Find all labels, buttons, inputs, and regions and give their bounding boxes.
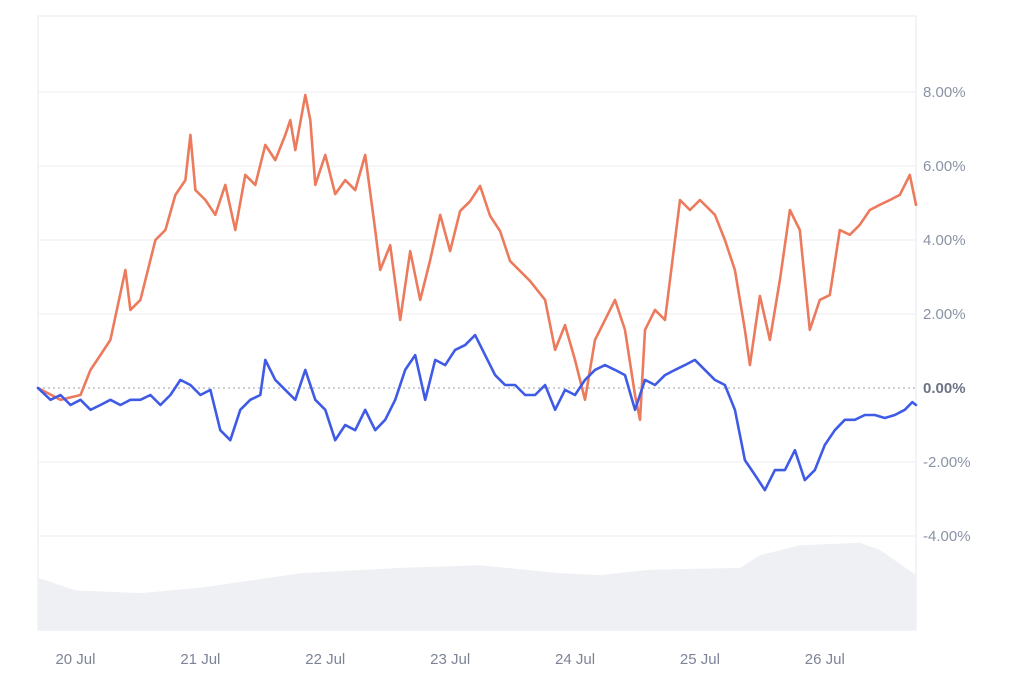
orange-series-line xyxy=(36,93,918,422)
x-tick-label: 22 Jul xyxy=(305,651,345,668)
series-lines xyxy=(36,93,918,492)
y-tick-label: 4.00% xyxy=(923,232,966,249)
x-tick-label: 26 Jul xyxy=(805,651,845,668)
volume-area xyxy=(38,542,916,630)
x-tick-label: 24 Jul xyxy=(555,651,595,668)
y-tick-label: 0.00% xyxy=(923,380,966,397)
y-tick-label: -4.00% xyxy=(923,528,971,545)
volume-area-path xyxy=(38,542,916,630)
y-axis: 8.00% 6.00% 4.00% 2.00% 0.00% -2.00% -4.00% xyxy=(923,84,971,545)
grid xyxy=(37,15,917,631)
y-tick-label: 2.00% xyxy=(923,306,966,323)
x-tick-label: 20 Jul xyxy=(55,651,95,668)
y-tick-label: -2.00% xyxy=(923,454,971,471)
plot-border xyxy=(37,15,917,631)
y-tick-label: 6.00% xyxy=(923,158,966,175)
blue-series-line xyxy=(36,333,918,492)
x-axis: 20 Jul 21 Jul 22 Jul 23 Jul 24 Jul 25 Jul 26 J… xyxy=(55,651,844,668)
x-tick-label: 23 Jul xyxy=(430,651,470,668)
x-tick-label: 25 Jul xyxy=(680,651,720,668)
y-tick-label: 8.00% xyxy=(923,84,966,101)
x-tick-label: 21 Jul xyxy=(180,651,220,668)
